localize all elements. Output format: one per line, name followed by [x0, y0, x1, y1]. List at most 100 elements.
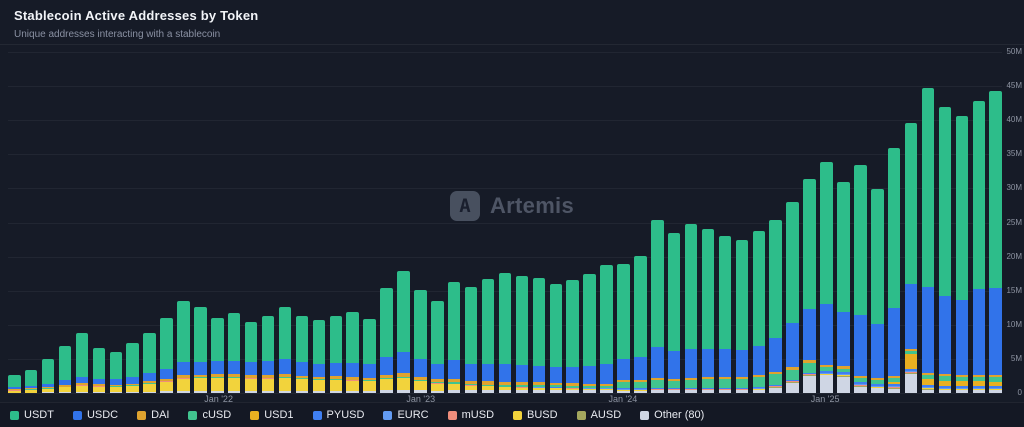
bar-2025-01[interactable] [820, 161, 833, 393]
legend-item-usd1[interactable]: USD1 [250, 409, 294, 421]
bar-2021-01[interactable] [8, 375, 21, 393]
bar-2023-09[interactable] [549, 283, 562, 393]
bar-2025-08[interactable] [938, 106, 952, 393]
bar-segment-BUSD [667, 389, 681, 391]
bar-2024-11[interactable] [786, 202, 799, 393]
bar-segment-BUSD [871, 386, 884, 388]
bar-2021-12[interactable] [194, 307, 207, 393]
bar-2024-12[interactable] [803, 178, 816, 393]
bar-2024-08[interactable] [735, 240, 749, 393]
bar-segment-USDC [177, 362, 190, 376]
bar-2022-08[interactable] [329, 316, 343, 393]
bar-2023-06[interactable] [498, 273, 512, 393]
legend-item-eurc[interactable]: EURC [383, 409, 429, 421]
bar-segment-USDT [58, 346, 72, 381]
bar-segment-USDT [143, 333, 156, 374]
bar-2023-03[interactable] [447, 282, 461, 393]
bar-2022-07[interactable] [312, 320, 326, 393]
bar-2025-07[interactable] [921, 88, 935, 393]
bar-2021-07[interactable] [109, 352, 123, 393]
bar-2021-05[interactable] [75, 333, 89, 393]
bar-2022-01[interactable] [211, 317, 224, 393]
bar-2021-08[interactable] [126, 343, 139, 393]
bar-2024-10[interactable] [769, 219, 782, 393]
bar-segment-USDT [75, 333, 89, 377]
bar-segment-DAI [600, 383, 613, 386]
bar-segment-DAI [481, 381, 495, 385]
bar-2022-10[interactable] [363, 319, 376, 393]
bar-2024-03[interactable] [651, 219, 664, 393]
bar-2021-11[interactable] [177, 301, 190, 393]
bar-2025-04[interactable] [871, 188, 884, 393]
bar-2022-05[interactable] [278, 307, 292, 393]
bar-segment-USDC [701, 348, 715, 378]
bar-segment-DAI [820, 364, 833, 368]
bar-2024-06[interactable] [701, 229, 715, 393]
bar-segment-PYUSD [887, 384, 901, 387]
bar-2025-02[interactable] [837, 181, 850, 393]
bar-segment-Other (80) [211, 390, 224, 393]
bar-segment-DAI [617, 380, 630, 383]
bar-segment-USDC [244, 362, 258, 375]
bar-2023-10[interactable] [566, 280, 579, 393]
legend-item-usdt[interactable]: USDT [10, 409, 54, 421]
bar-2025-10[interactable] [972, 100, 986, 393]
bar-2022-04[interactable] [261, 315, 275, 393]
bar-segment-EURC [921, 386, 935, 388]
bar-2024-02[interactable] [634, 256, 647, 393]
legend-item-dai[interactable]: DAI [137, 409, 169, 421]
bar-2021-03[interactable] [41, 358, 55, 393]
legend-item-other-80-[interactable]: Other (80) [640, 409, 704, 421]
bar-segment-BUSD [718, 389, 732, 391]
bar-segment-EURC [972, 387, 986, 389]
bar-2025-11[interactable] [989, 90, 1002, 393]
bar-segment-BUSD [109, 386, 123, 393]
legend-swatch-icon [312, 410, 322, 420]
bar-2021-10[interactable] [160, 318, 173, 393]
bar-segment-DAI [634, 380, 647, 383]
bar-2023-04[interactable] [464, 287, 478, 393]
bar-2022-11[interactable] [380, 288, 393, 393]
bar-2024-09[interactable] [752, 230, 766, 393]
bar-2022-02[interactable] [227, 312, 241, 393]
bar-2023-07[interactable] [515, 276, 529, 393]
bar-2023-08[interactable] [532, 277, 546, 393]
bar-2025-09[interactable] [955, 116, 969, 393]
legend-item-ausd[interactable]: AUSD [576, 409, 621, 421]
bar-2023-12[interactable] [600, 264, 613, 393]
bar-2022-06[interactable] [295, 316, 309, 393]
bar-2025-06[interactable] [904, 123, 918, 393]
bar-segment-BUSD [786, 381, 799, 383]
bar-2022-12[interactable] [397, 271, 410, 393]
bar-segment-Other (80) [464, 390, 478, 393]
bar-2022-03[interactable] [244, 321, 258, 393]
bar-2021-04[interactable] [58, 346, 72, 393]
bar-2025-05[interactable] [887, 147, 901, 393]
legend-item-pyusd[interactable]: PYUSD [312, 409, 364, 421]
bar-2023-11[interactable] [583, 274, 596, 393]
bar-segment-EURC [820, 372, 833, 374]
bar-segment-Other (80) [515, 390, 529, 393]
bar-2021-09[interactable] [143, 333, 156, 393]
bar-2021-06[interactable] [92, 348, 106, 393]
bar-2024-01[interactable] [617, 263, 630, 393]
bar-2024-05[interactable] [684, 223, 698, 393]
bar-segment-AUSD [854, 386, 867, 387]
bar-2023-02[interactable] [431, 301, 444, 393]
bar-2022-09[interactable] [346, 312, 359, 393]
legend-item-busd[interactable]: BUSD [513, 409, 558, 421]
bar-segment-EURC [701, 388, 715, 390]
legend-item-usdc[interactable]: USDC [72, 409, 118, 421]
bar-2023-05[interactable] [481, 279, 495, 393]
bar-2021-02[interactable] [24, 369, 38, 393]
bar-2025-03[interactable] [854, 165, 867, 393]
bar-2024-07[interactable] [718, 236, 732, 393]
bar-segment-USDT [431, 301, 444, 364]
bar-segment-USDC [938, 295, 952, 374]
bar-segment-USDT [414, 290, 427, 359]
bar-segment-USDC [955, 300, 969, 376]
legend-item-cusd[interactable]: cUSD [188, 409, 231, 421]
bar-2024-04[interactable] [667, 232, 681, 393]
legend-item-musd[interactable]: mUSD [447, 409, 494, 421]
bar-2023-01[interactable] [414, 290, 427, 393]
